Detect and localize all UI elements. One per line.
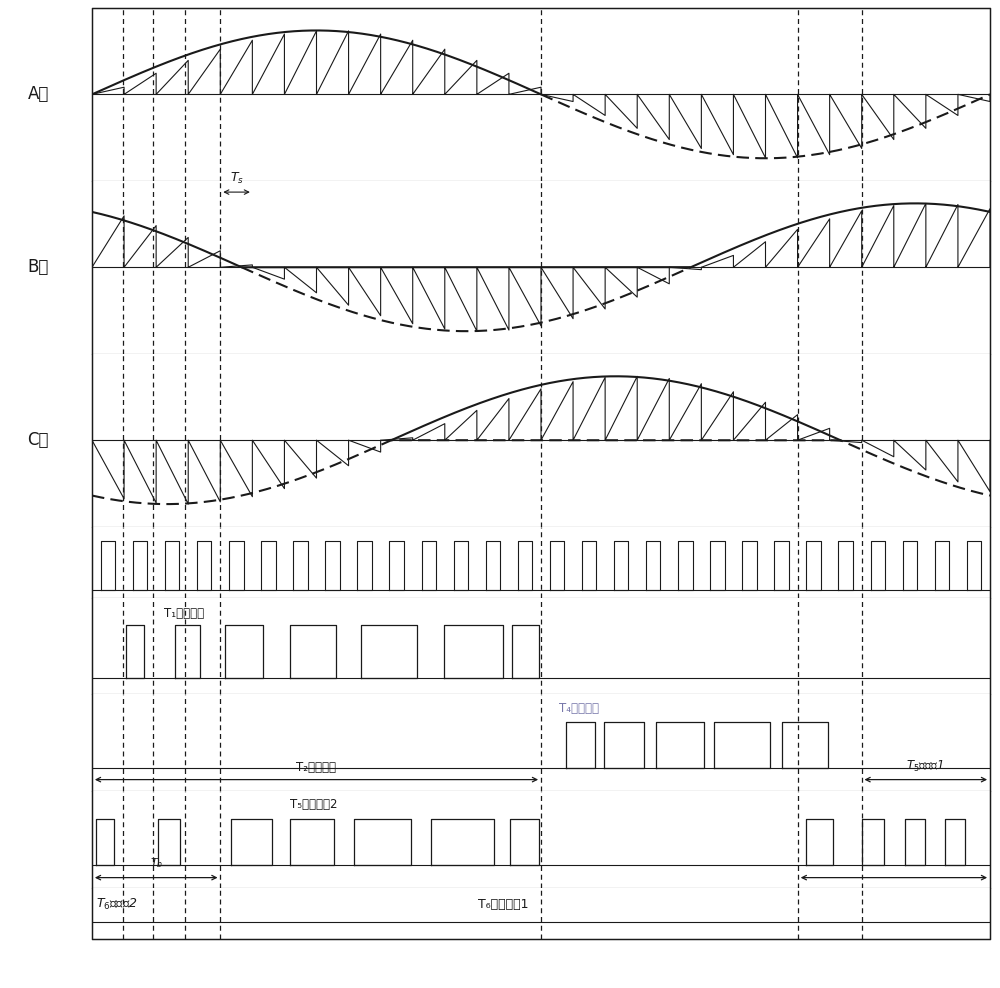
Text: T₁管导通段: T₁管导通段 (164, 608, 204, 620)
Text: A相: A相 (27, 85, 49, 104)
Text: T₂管导通段: T₂管导通段 (296, 761, 336, 774)
Text: Msin(ωt-4π/3): Msin(ωt-4π/3) (361, 627, 447, 640)
Text: $T_b$: $T_b$ (150, 857, 163, 870)
Text: T₆管导通段1: T₆管导通段1 (478, 898, 529, 911)
Text: Msin(ωt-2π/3): Msin(ωt-2π/3) (361, 454, 447, 467)
Text: $T_s$: $T_s$ (230, 171, 244, 186)
Text: $T_5$导通段1: $T_5$导通段1 (906, 759, 944, 774)
Text: T₄管导通段: T₄管导通段 (559, 701, 599, 714)
Text: C相: C相 (27, 431, 49, 450)
Text: T₅管导通段2: T₅管导通段2 (290, 798, 337, 811)
Text: $T_6$导通段2: $T_6$导通段2 (96, 897, 138, 912)
Text: Msinωt: Msinωt (361, 282, 405, 294)
Text: B相: B相 (27, 258, 49, 277)
